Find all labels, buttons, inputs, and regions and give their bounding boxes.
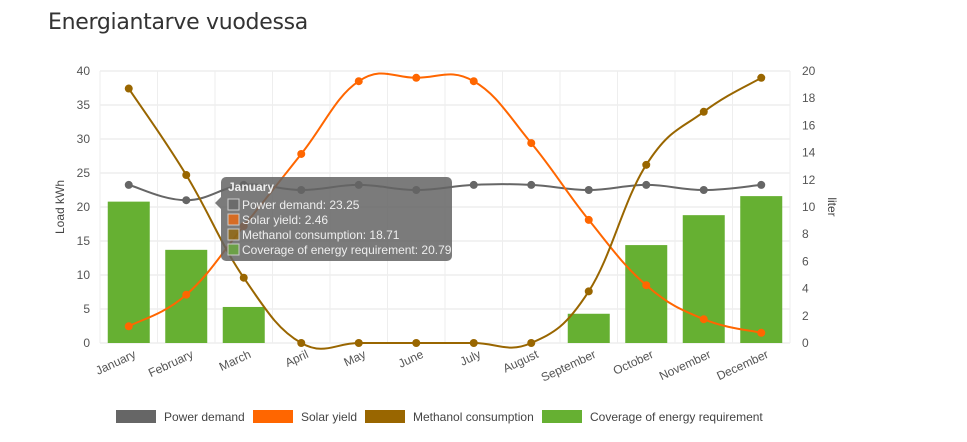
data-point [297,149,306,158]
bar [625,245,668,343]
data-point [527,139,536,148]
data-point [124,84,133,93]
y2-tick-label: 16 [802,118,816,132]
y-tick-label: 10 [77,268,91,282]
y2-tick-label: 20 [802,64,816,78]
data-point [584,215,593,224]
y-axis-label: Load kWh [53,180,67,234]
data-point [469,180,478,189]
bar [567,313,610,343]
data-point [584,186,593,194]
y2-tick-label: 18 [802,91,816,105]
y2-tick-label: 14 [802,146,816,160]
data-point [412,339,421,347]
tooltip-swatch [227,198,240,211]
tooltip-line: Solar yield: 2.46 [242,213,328,227]
y2-tick-label: 6 [802,254,809,268]
data-point [757,328,766,337]
y-tick-label: 30 [77,132,91,146]
x-tick-label: December [714,347,770,383]
y2-axis-label: liter [825,197,839,216]
data-point [182,290,191,299]
legend-item[interactable]: Methanol consumption [413,410,534,424]
legend-item[interactable]: Coverage of energy requirement [590,410,763,424]
y-tick-label: 15 [77,234,91,248]
bar [740,196,783,343]
y2-tick-label: 10 [802,200,816,214]
tooltip-title: January [228,180,274,194]
x-tick-label: April [283,347,311,370]
x-tick-label: September [539,347,598,384]
data-point [757,180,766,189]
y-tick-label: 5 [83,302,90,316]
x-tick-label: August [501,347,541,376]
y-tick-label: 35 [77,98,91,112]
x-tick-label: November [657,347,713,383]
data-point [469,77,478,86]
chart-title: Energiantarve vuodessa [48,10,308,35]
data-point [699,107,708,116]
x-tick-label: May [342,347,368,369]
x-tick-label: January [93,347,138,378]
tooltip-line: Coverage of energy requirement: 20.79 [242,243,452,257]
x-tick-label: June [396,347,426,371]
legend-item[interactable]: Solar yield [301,410,357,424]
data-point [182,196,191,205]
data-point [412,73,421,82]
y2-tick-label: 4 [802,282,809,296]
tooltip [221,177,452,261]
data-point [642,281,651,290]
data-point [699,186,708,194]
y-tick-label: 25 [77,166,91,180]
tooltip-line: Power demand: 23.25 [242,198,360,212]
legend-item[interactable]: Power demand [164,410,245,424]
legend-swatch[interactable] [116,410,156,423]
data-point [527,180,536,189]
y-tick-label: 20 [77,200,91,214]
y-tick-label: 40 [77,64,91,78]
y-tick-label: 0 [83,336,90,350]
x-tick-label: February [146,347,195,380]
legend-swatch[interactable] [365,410,405,423]
tooltip-swatch [227,228,240,241]
data-point [354,77,363,86]
x-tick-label: October [611,347,656,378]
data-point [124,180,133,189]
data-point [239,273,248,282]
data-point [699,315,708,324]
bar [222,306,265,343]
y2-tick-label: 0 [802,336,809,350]
x-tick-label: March [217,347,253,374]
y2-tick-label: 8 [802,227,809,241]
data-point [757,73,766,82]
data-point [469,339,478,347]
legend-swatch[interactable] [253,410,293,423]
tooltip-swatch [227,213,240,226]
data-point [527,339,536,347]
data-point [124,322,133,331]
x-tick-label: July [458,347,483,369]
tooltip-arrow [215,197,221,209]
legend-swatch[interactable] [542,410,582,423]
bar [107,201,150,343]
data-point [297,339,306,347]
data-point [354,339,363,347]
data-point [642,180,651,189]
data-point [642,160,651,169]
tooltip-swatch [227,243,240,256]
tooltip-line: Methanol consumption: 18.71 [242,228,400,242]
y2-tick-label: 2 [802,309,809,323]
data-point [182,171,191,180]
y2-tick-label: 12 [802,173,816,187]
data-point [584,287,593,296]
